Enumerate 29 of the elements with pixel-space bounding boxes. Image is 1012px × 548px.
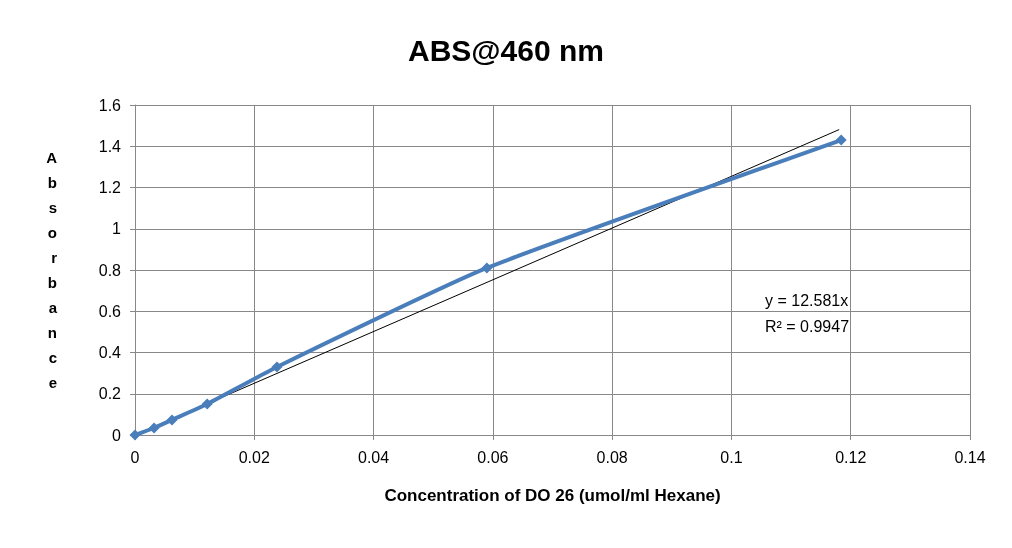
x-tick-label: 0 [130,448,140,466]
x-tick-label: 0.12 [835,448,867,466]
point [271,361,283,373]
x-tick-label: 0.14 [954,448,986,466]
annotation: y = 12.581x [765,291,849,309]
chart-title: ABS@460 nm [408,33,604,67]
point [835,134,847,146]
x-tick-label: 0.02 [238,448,270,466]
y-tick-label: 1.2 [98,179,122,196]
y-tick-label: 0.4 [98,344,122,361]
x-tick-label: 0.06 [477,448,509,466]
x-tick-label: 0.04 [358,448,390,466]
annotation: R² = 0.9947 [765,317,850,335]
x-tick-label: 0.08 [596,448,628,466]
point [201,398,213,410]
text: Absorbance [46,149,57,391]
y-tick-label: 1.6 [98,96,122,114]
y-tick-label: 0.6 [98,302,122,320]
point [129,429,141,441]
x-axis-title: Concentration of DO 26 (umol/ml Hexane) [384,486,721,505]
x-tick-label: 0.1 [720,448,743,466]
y-tick-label: 1 [112,220,122,238]
y-tick-label: 1.4 [98,137,122,155]
point [166,414,178,426]
y-tick-label: 0.2 [98,385,122,403]
point [148,422,160,434]
y-tick-label: 0.8 [98,261,122,279]
y-tick-label: 0 [112,426,122,444]
point [481,262,493,274]
